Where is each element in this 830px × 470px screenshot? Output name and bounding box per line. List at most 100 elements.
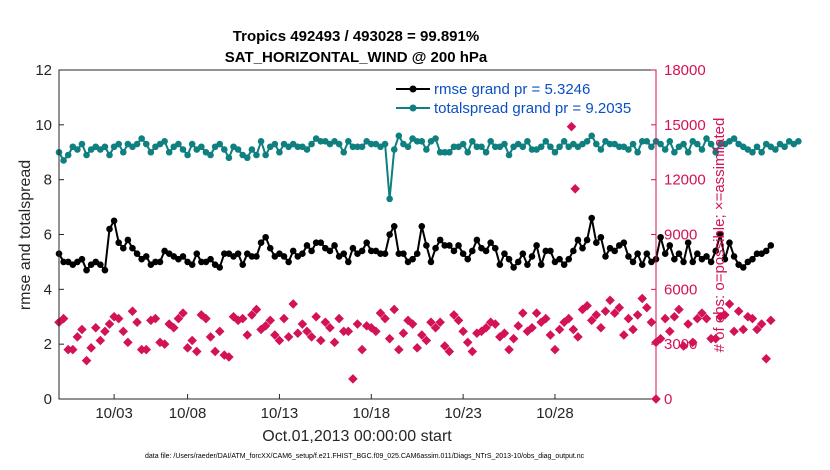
- rmse-point: [216, 264, 223, 271]
- rmse-point: [455, 242, 462, 249]
- totalspread-point: [83, 152, 90, 159]
- totalspread-point: [446, 149, 453, 156]
- rmse-point: [451, 248, 458, 255]
- totalspread-point: [106, 152, 113, 159]
- legend-spread-label: totalspread grand pr = 9.2035: [434, 100, 631, 117]
- totalspread-point: [772, 146, 779, 153]
- rmse-point: [97, 261, 104, 268]
- rmse-point: [253, 253, 260, 260]
- totalspread-point: [556, 143, 563, 150]
- totalspread-point: [198, 143, 205, 150]
- rmse-point: [79, 256, 86, 263]
- totalspread-point: [175, 141, 182, 148]
- x-tick-label: 10/13: [261, 405, 299, 422]
- totalspread-point: [584, 138, 591, 145]
- rmse-point: [262, 234, 269, 241]
- totalspread-point: [115, 141, 122, 148]
- rmse-point: [400, 250, 407, 257]
- totalspread-point: [272, 141, 279, 148]
- y-tick-left-label: 12: [35, 62, 52, 79]
- totalspread-point: [501, 141, 508, 148]
- rmse-point: [524, 261, 531, 268]
- rmse-point: [588, 215, 595, 222]
- y-tick-left-label: 0: [44, 391, 52, 408]
- totalspread-point: [487, 138, 494, 145]
- rmse-point: [340, 250, 347, 257]
- totalspread-point: [396, 133, 403, 140]
- totalspread-point: [226, 154, 233, 161]
- chart-title-line2: SAT_HORIZONTAL_WIND @ 200 hPa: [225, 49, 488, 66]
- obs-count-marker: [675, 305, 683, 313]
- rmse-point: [258, 239, 265, 246]
- rmse-point: [120, 245, 127, 252]
- totalspread-point: [405, 143, 412, 150]
- rmse-point: [308, 248, 315, 255]
- rmse-point: [680, 259, 687, 266]
- data-file-footnote: data file: /Users/raeder/DAI/ATM_forcXX/…: [145, 453, 585, 460]
- rmse-point: [529, 253, 536, 260]
- totalspread-point: [60, 157, 67, 164]
- totalspread-point: [65, 152, 72, 159]
- totalspread-point: [276, 149, 283, 156]
- rmse-point: [350, 245, 357, 252]
- totalspread-point: [630, 141, 637, 148]
- y-tick-left-label: 10: [35, 117, 52, 134]
- rmse-point: [469, 248, 476, 255]
- totalspread-point: [644, 138, 651, 145]
- totalspread-point: [547, 143, 554, 150]
- rmse-point: [359, 248, 366, 255]
- totalspread-point: [561, 138, 568, 145]
- rmse-point: [386, 231, 393, 238]
- totalspread-point: [189, 141, 196, 148]
- totalspread-point: [469, 138, 476, 145]
- totalspread-point: [423, 146, 430, 153]
- totalspread-point: [542, 138, 549, 145]
- totalspread-point: [657, 141, 664, 148]
- totalspread-point: [418, 138, 425, 145]
- totalspread-point: [671, 149, 678, 156]
- y-axis-right-title: # of obs: o=possible; ×=assimilated: [711, 118, 728, 353]
- totalspread-point: [648, 143, 655, 150]
- y-tick-right-label: 9000: [664, 227, 697, 244]
- obs-count-marker: [661, 314, 669, 322]
- rmse-point: [418, 223, 425, 230]
- x-tick-label: 10/28: [536, 405, 574, 422]
- rmse-point: [304, 242, 311, 249]
- rmse-point: [239, 261, 246, 268]
- rmse-point: [345, 259, 352, 266]
- legend-rmse-label: rmse grand pr = 5.3246: [434, 81, 590, 98]
- rmse-point: [634, 250, 641, 257]
- totalspread-point: [382, 141, 389, 148]
- x-axis-title: Oct.01,2013 00:00:00 start: [262, 428, 452, 445]
- totalspread-point: [138, 135, 145, 142]
- rmse-point: [506, 256, 513, 263]
- obs-count-marker: [762, 355, 770, 363]
- totalspread-point: [120, 149, 127, 156]
- totalspread-point: [506, 152, 513, 159]
- totalspread-point: [216, 141, 223, 148]
- totalspread-point: [662, 146, 669, 153]
- totalspread-point: [134, 141, 141, 148]
- obs-count-marker: [734, 307, 742, 315]
- totalspread-point: [166, 149, 173, 156]
- rmse-point: [428, 259, 435, 266]
- totalspread-point: [731, 135, 738, 142]
- totalspread-point: [520, 143, 527, 150]
- totalspread-point: [235, 146, 242, 153]
- rmse-point: [625, 253, 632, 260]
- chart-title-line1: Tropics 492493 / 493028 = 99.891%: [233, 28, 479, 45]
- obs-count-marker: [684, 320, 692, 328]
- totalspread-point: [666, 138, 673, 145]
- x-tick-label: 10/03: [95, 405, 133, 422]
- rmse-point: [763, 248, 770, 255]
- totalspread-point: [336, 141, 343, 148]
- rmse-point: [207, 256, 214, 263]
- totalspread-point: [345, 138, 352, 145]
- rmse-point: [414, 250, 421, 257]
- rmse-point: [561, 261, 568, 268]
- totalspread-point: [161, 138, 168, 145]
- totalspread-point: [258, 138, 265, 145]
- rmse-point: [129, 245, 136, 252]
- y-tick-left-label: 4: [44, 281, 52, 298]
- figure: Tropics 492493 / 493028 = 99.891% SAT_HO…: [0, 0, 830, 470]
